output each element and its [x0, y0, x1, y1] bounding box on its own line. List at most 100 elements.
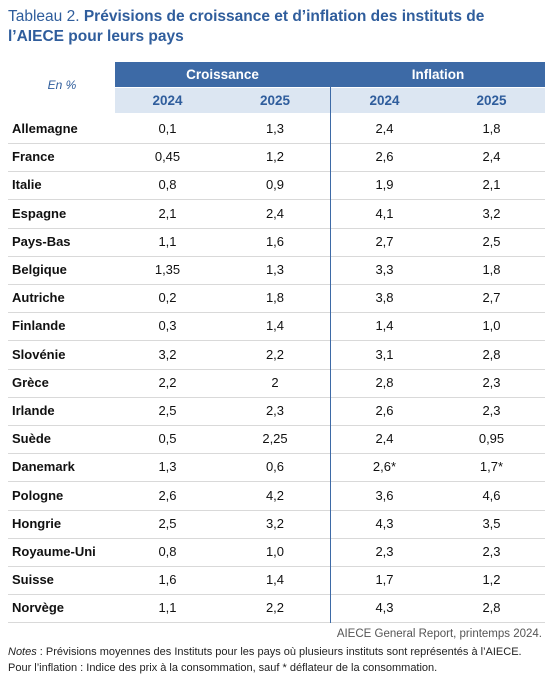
divider: [330, 62, 331, 623]
value-cell: 2,25: [262, 431, 288, 447]
value-cell: 2,1: [482, 177, 501, 193]
table-row: Slovénie 3,2 2,2 3,1 2,8: [8, 341, 545, 370]
value-cell: 0,6: [265, 459, 285, 475]
country: Italie: [12, 177, 42, 193]
value-cell: 2,3: [482, 403, 501, 418]
value-cell: 1,7*: [479, 459, 504, 475]
value-cell: 2,2: [158, 374, 177, 390]
value-cell: 1,7: [375, 572, 394, 588]
table-row: Pays-Bas 1,1 1,6 2,7 2,5: [8, 228, 545, 257]
value-cell: 2,2: [265, 600, 285, 616]
value-cell: 0,9: [265, 177, 285, 193]
value-cell: 1,3: [265, 262, 285, 277]
country: Hongrie: [12, 515, 62, 531]
year-header: 2025: [438, 88, 545, 113]
year-header: 2024: [331, 88, 438, 113]
value-cell: 4,6: [482, 487, 501, 503]
value-cell: 2,4: [375, 121, 394, 136]
table-row: Suisse 1,6 1,4 1,7 1,2: [8, 566, 545, 596]
value-cell: 1,0: [482, 318, 501, 334]
value-cell: 4,2: [265, 487, 285, 503]
value-cell: 0,2: [158, 290, 177, 306]
value-cell: 2,3: [482, 374, 501, 390]
value-cell: 4,3: [375, 600, 394, 616]
value-cell: 2,5: [158, 515, 177, 531]
country: Allemagne: [12, 121, 78, 136]
year-header: 2025: [220, 88, 330, 113]
value-cell: 0,1: [158, 121, 177, 136]
table-row: Allemagne 0,1 1,3 2,4 1,8: [8, 115, 545, 144]
table-row: Norvège 1,1 2,2 4,3 2,8: [8, 594, 545, 624]
value-cell: 1,8: [482, 121, 501, 136]
title-label: Tableau 2.: [8, 8, 80, 25]
value-cell: 0,8: [158, 544, 177, 559]
country: Royaume-Uni: [12, 544, 96, 559]
value-cell: 2,2: [265, 346, 285, 362]
value-cell: 1,4: [375, 318, 394, 334]
value-cell: 1,8: [482, 262, 501, 277]
value-cell: 2: [271, 374, 279, 390]
value-cell: 2,7: [375, 233, 394, 249]
value-cell: 1,8: [265, 290, 285, 306]
value-cell: 0,3: [158, 318, 177, 334]
table-row: Belgique 1,35 1,3 3,3 1,8: [8, 256, 545, 285]
title-text: Prévisions de croissance et d’inflation …: [8, 8, 485, 45]
country: Norvège: [12, 600, 65, 616]
value-cell: 4,3: [375, 515, 394, 531]
table-row: Espagne 2,1 2,4 4,1 3,2: [8, 200, 545, 229]
value-cell: 0,5: [158, 431, 177, 447]
value-cell: 2,8: [482, 346, 501, 362]
value-cell: 3,5: [482, 515, 501, 531]
country: Danemark: [12, 459, 75, 475]
value-cell: 2,1: [158, 205, 177, 221]
value-cell: 1,4: [265, 318, 285, 334]
value-cell: 1,2: [265, 149, 285, 165]
value-cell: 2,3: [375, 544, 394, 559]
value-cell: 2,8: [482, 600, 501, 616]
value-cell: 1,0: [265, 544, 285, 559]
source: AIECE General Report, printemps 2024.: [336, 628, 542, 640]
value-cell: 2,7: [482, 290, 501, 306]
value-cell: 1,35: [154, 262, 181, 277]
value-cell: 3,2: [158, 346, 177, 362]
table-row: Grèce 2,2 2 2,8 2,3: [8, 369, 545, 398]
table-row: Danemark 1,3 0,6 2,6* 1,7*: [8, 453, 545, 483]
value-cell: 0,45: [154, 149, 181, 165]
value-cell: 3,3: [375, 262, 394, 277]
value-cell: 1,4: [265, 572, 285, 588]
value-cell: 3,8: [375, 290, 394, 306]
value-cell: 1,1: [158, 233, 177, 249]
value-cell: 2,4: [375, 431, 394, 447]
value-cell: 0,8: [158, 177, 177, 193]
group-header: Croissance: [115, 62, 330, 87]
table-row: Royaume-Uni 0,8 1,0 2,3 2,3: [8, 538, 545, 567]
table-row: France 0,45 1,2 2,6 2,4: [8, 143, 545, 173]
value-cell: 2,6: [158, 487, 177, 503]
note: Pour l’inflation : Indice des prix à la …: [8, 662, 438, 674]
country: France: [12, 149, 55, 165]
country: Espagne: [12, 205, 67, 221]
country: Autriche: [12, 290, 65, 306]
table-row: Hongrie 2,5 3,2 4,3 3,5: [8, 510, 545, 539]
table-row: Suède 0,5 2,25 2,4 0,95: [8, 425, 545, 455]
country: Pologne: [12, 487, 64, 503]
value-cell: 1,1: [158, 600, 177, 616]
value-cell: 1,9: [375, 177, 394, 193]
table-row: Autriche 0,2 1,8 3,8 2,7: [8, 284, 545, 314]
value-cell: 1,3: [265, 121, 285, 136]
value-cell: 2,4: [482, 149, 501, 165]
table-row: Irlande 2,5 2,3 2,6 2,3: [8, 397, 545, 426]
value-cell: 3,6: [375, 487, 394, 503]
value-cell: 1,6: [265, 233, 285, 249]
title: Tableau 2. Prévisions de croissance et d…: [8, 7, 543, 47]
value-cell: 2,5: [158, 403, 177, 418]
group-header: Inflation: [331, 62, 545, 87]
note: Notes : Prévisions moyennes des Institut…: [8, 646, 522, 658]
value-cell: 2,4: [265, 205, 285, 221]
table-row: Finlande 0,3 1,4 1,4 1,0: [8, 312, 545, 342]
note-text: : Prévisions moyennes des Instituts pour…: [36, 646, 522, 658]
value-cell: 2,8: [375, 374, 394, 390]
country: Belgique: [12, 262, 67, 277]
value-cell: 2,6*: [372, 459, 397, 475]
